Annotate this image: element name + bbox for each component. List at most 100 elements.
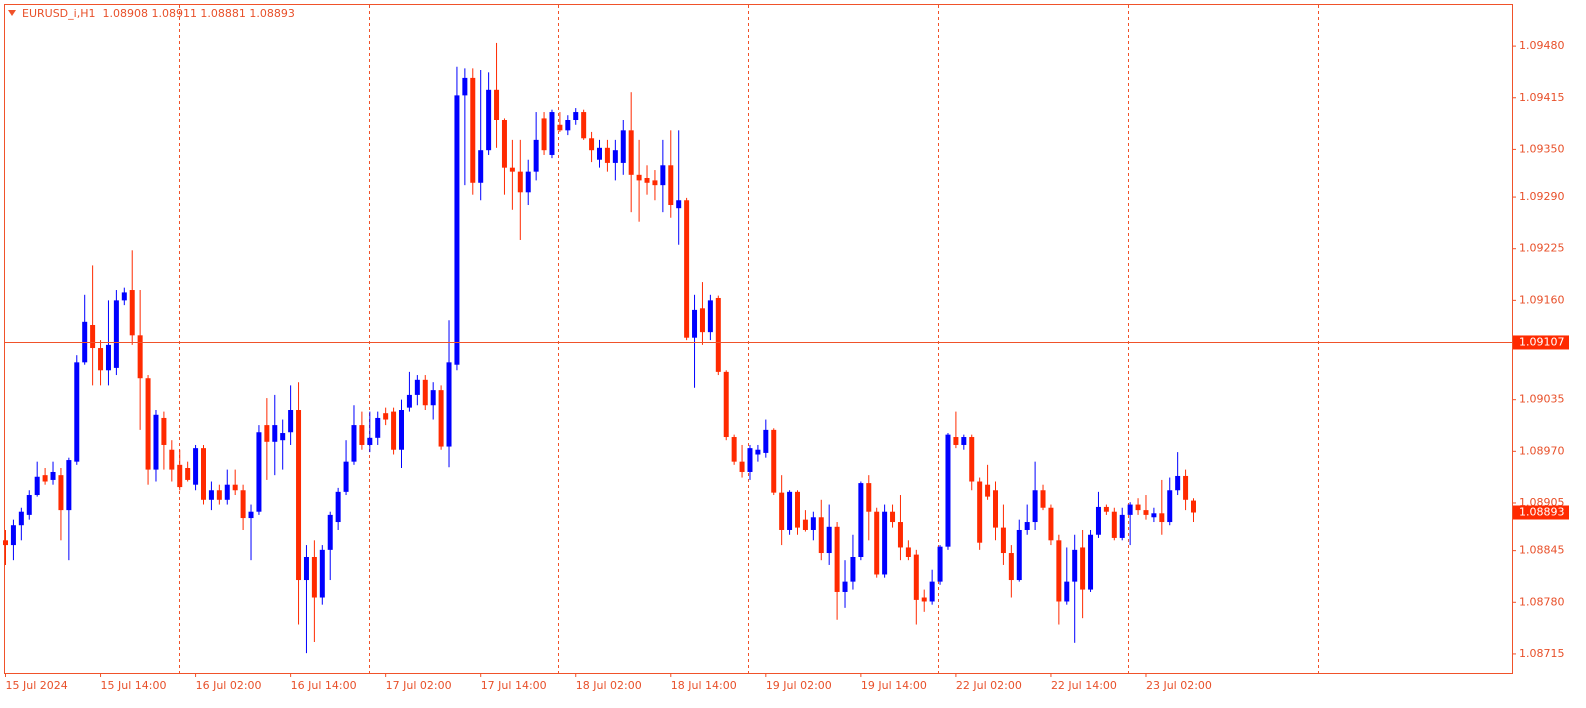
candle-body	[961, 437, 967, 445]
candle-body	[826, 526, 832, 554]
x-tick-label: 22 Jul 02:00	[956, 679, 1022, 692]
candle-body	[921, 597, 927, 602]
candle-body	[193, 448, 199, 485]
y-tick-label: 1.08780	[1519, 595, 1565, 608]
candle-body	[470, 77, 476, 183]
candle-body	[866, 483, 872, 512]
candle-body	[1119, 514, 1125, 538]
candle-body	[969, 437, 975, 482]
candle-body	[359, 425, 365, 445]
x-tick-label: 18 Jul 02:00	[576, 679, 642, 692]
candle-body	[288, 410, 294, 433]
candle-body	[50, 471, 56, 480]
candle-body	[430, 390, 436, 406]
candle-body	[494, 89, 500, 121]
x-tick-label: 16 Jul 02:00	[196, 679, 262, 692]
candle-body	[327, 514, 333, 550]
candle-body	[66, 460, 72, 511]
candle-body	[953, 437, 959, 445]
candle-body	[668, 165, 674, 206]
candle-body	[367, 437, 373, 445]
candle-body	[509, 167, 515, 172]
candle-body	[296, 410, 302, 581]
symbol-marker	[8, 10, 16, 16]
candle-body	[1183, 475, 1189, 500]
candle-body	[129, 290, 135, 336]
candle-body	[620, 130, 626, 163]
candle-body	[993, 490, 998, 528]
candle-body	[779, 492, 785, 530]
candle-body	[747, 448, 753, 472]
candle-body	[604, 147, 610, 163]
candle-body	[834, 526, 840, 592]
candle-body	[1056, 540, 1062, 602]
candle-body	[74, 362, 80, 462]
x-tick-label: 23 Jul 02:00	[1146, 679, 1212, 692]
candle-body	[802, 519, 808, 530]
candle-body	[684, 200, 690, 338]
candle-body	[1127, 504, 1133, 515]
candle-body	[573, 112, 579, 121]
candle-body	[375, 417, 381, 438]
candle-body	[660, 165, 666, 186]
candle-body	[383, 413, 389, 420]
x-tick-label: 19 Jul 14:00	[861, 679, 927, 692]
candle-body	[121, 292, 127, 301]
candle-body	[1135, 504, 1141, 511]
candle-body	[1167, 490, 1173, 523]
candle-body	[929, 581, 935, 602]
candle-body	[422, 379, 428, 406]
candle-body	[224, 484, 230, 500]
candle-body	[1048, 507, 1054, 541]
candle-body	[858, 483, 864, 557]
x-tick-label: 15 Jul 14:00	[101, 679, 167, 692]
x-tick-label: 17 Jul 14:00	[481, 679, 547, 692]
candle-body	[406, 394, 412, 408]
candle-body	[739, 461, 745, 472]
candle-body	[905, 547, 911, 557]
candle-body	[557, 124, 563, 131]
candle-body	[597, 147, 602, 160]
y-tick-label: 1.09035	[1519, 393, 1565, 406]
candle-body	[810, 517, 816, 530]
y-tick-label: 1.09480	[1519, 39, 1565, 52]
candle-body	[795, 491, 800, 528]
candle-body	[589, 138, 595, 151]
candle-body	[676, 200, 682, 209]
candle-body	[581, 112, 587, 139]
candle-body	[787, 491, 793, 530]
candle-body	[113, 300, 119, 368]
candle-body	[945, 434, 951, 547]
candle-body	[42, 475, 48, 482]
candle-body	[256, 432, 262, 512]
x-tick-label: 17 Jul 02:00	[386, 679, 452, 692]
candle-body	[264, 425, 270, 442]
candle-body	[1159, 513, 1165, 523]
candle-body	[232, 484, 238, 491]
candle-body	[3, 540, 8, 546]
candle-body	[26, 495, 32, 515]
candle-body	[1064, 581, 1070, 602]
candle-body	[185, 468, 191, 480]
candle-body	[169, 449, 175, 470]
x-tick-label: 22 Jul 14:00	[1051, 679, 1117, 692]
candle-body	[897, 522, 903, 548]
candle-body	[1016, 529, 1022, 581]
candle-body	[438, 390, 444, 447]
candle-body	[1088, 534, 1094, 590]
candle-body	[1175, 475, 1181, 491]
candle-body	[525, 171, 531, 193]
candle-body	[985, 484, 991, 497]
price-line-label-bg	[1513, 335, 1569, 350]
candle-body	[715, 297, 721, 372]
y-tick-label: 1.08970	[1519, 444, 1565, 457]
candle-body	[391, 411, 397, 450]
y-tick-label: 1.09350	[1519, 142, 1565, 155]
candle-body	[240, 490, 246, 519]
y-tick-label: 1.08845	[1519, 544, 1565, 557]
candle-body	[913, 554, 919, 600]
candle-body	[177, 464, 183, 488]
candle-body	[723, 371, 729, 438]
candle-body	[517, 171, 523, 193]
plot-frame	[4, 4, 1513, 674]
